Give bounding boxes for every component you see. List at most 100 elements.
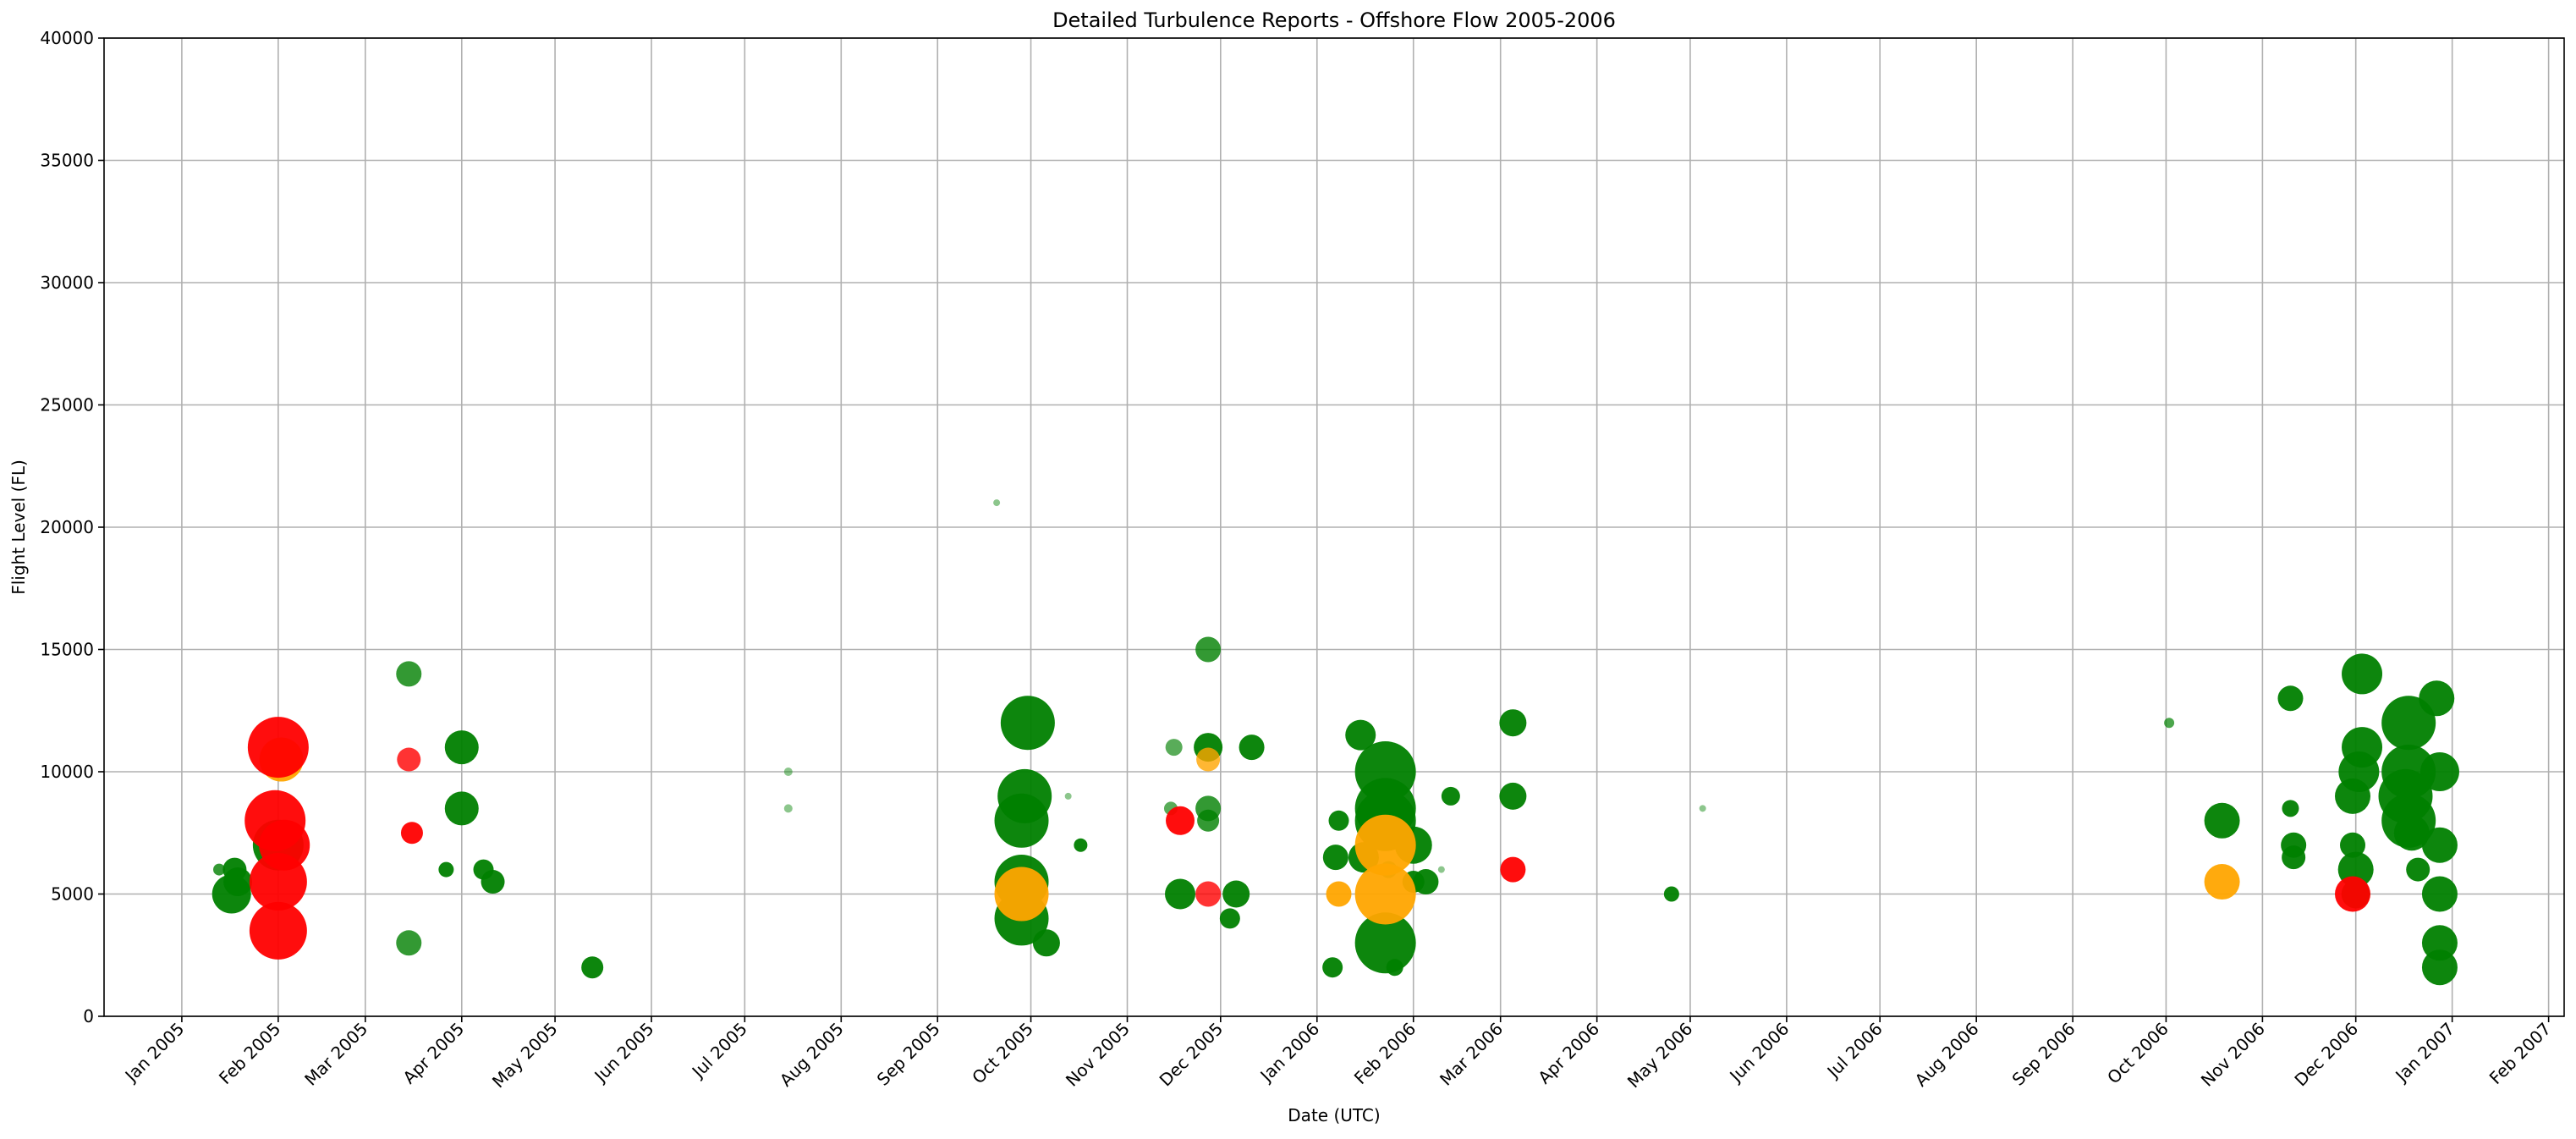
turbulence-report-point — [396, 930, 422, 956]
turbulence-report-point — [1074, 838, 1088, 852]
turbulence-report-point — [2342, 727, 2383, 768]
x-axis: Jan 2005 Feb 2005 Mar 2005 Apr 2005 May 2005… — [120, 1016, 2555, 1092]
x-tick-label: Oct 2006 — [2103, 1019, 2172, 1088]
turbulence-report-point — [1354, 863, 1416, 925]
turbulence-report-point — [397, 747, 421, 772]
turbulence-report-point — [1322, 957, 1343, 978]
x-tick-label: Dec 2005 — [1156, 1019, 1228, 1091]
turbulence-report-point — [1222, 880, 1250, 908]
y-axis-label: Flight Level (FL) — [8, 459, 29, 595]
turbulence-report-point — [2164, 718, 2175, 729]
turbulence-report-point — [247, 717, 309, 779]
turbulence-report-point — [2204, 864, 2240, 900]
y-tick-label: 15000 — [40, 640, 94, 660]
turbulence-report-point — [2381, 696, 2436, 751]
turbulence-report-point — [1499, 782, 1527, 810]
turbulence-report-point — [249, 853, 307, 911]
turbulence-report-point — [2335, 876, 2371, 912]
turbulence-report-point — [400, 822, 423, 845]
turbulence-report-point — [1499, 709, 1527, 737]
y-tick-label: 10000 — [40, 762, 94, 782]
turbulence-report-point — [1345, 719, 1376, 751]
turbulence-report-point — [396, 661, 422, 687]
x-tick-label: Apr 2006 — [1534, 1019, 1603, 1088]
x-tick-label: May 2005 — [488, 1019, 562, 1092]
x-tick-label: Jun 2006 — [1724, 1019, 1793, 1087]
y-tick-label: 0 — [83, 1006, 94, 1026]
x-tick-label: Mar 2006 — [1436, 1019, 1507, 1090]
turbulence-report-point — [1239, 735, 1265, 761]
turbulence-report-point — [1166, 806, 1195, 835]
x-tick-label: Nov 2005 — [1062, 1019, 1134, 1091]
turbulence-report-point — [2277, 685, 2304, 712]
turbulence-report-point — [1195, 636, 1222, 663]
turbulence-report-point — [1165, 739, 1183, 757]
turbulence-report-point — [249, 901, 307, 960]
turbulence-report-point — [2204, 802, 2240, 839]
x-tick-label: Jul 2006 — [1822, 1019, 1887, 1083]
x-tick-label: Jan 2007 — [2391, 1019, 2459, 1087]
x-tick-label: Aug 2006 — [1911, 1019, 1983, 1091]
x-tick-label: Mar 2005 — [300, 1019, 371, 1090]
turbulence-report-point — [2421, 827, 2458, 863]
turbulence-report-point — [2419, 752, 2459, 791]
turbulence-report-point — [1032, 929, 1060, 957]
turbulence-report-point — [783, 804, 793, 813]
turbulence-report-point — [581, 956, 604, 979]
turbulence-report-point — [1197, 809, 1220, 832]
turbulence-report-point — [1328, 810, 1349, 831]
turbulence-report-point — [1354, 912, 1416, 974]
turbulence-report-point — [1000, 696, 1055, 751]
y-tick-label: 20000 — [40, 517, 94, 537]
turbulence-report-point — [213, 863, 226, 876]
y-tick-label: 5000 — [51, 884, 94, 905]
x-tick-label: Jun 2005 — [590, 1019, 658, 1087]
turbulence-report-point — [1437, 866, 1445, 873]
x-axis-label: Date (UTC) — [1288, 1105, 1380, 1125]
turbulence-report-point — [1699, 805, 1706, 812]
turbulence-report-point — [1663, 886, 1679, 902]
turbulence-report-point — [444, 730, 479, 765]
turbulence-report-point — [1354, 814, 1416, 876]
x-tick-label: Jan 2005 — [120, 1019, 189, 1087]
turbulence-report-point — [438, 861, 454, 878]
turbulence-report-point — [1386, 959, 1403, 977]
turbulence-report-point — [2421, 949, 2458, 986]
turbulence-report-point — [994, 867, 1049, 922]
turbulence-report-point — [1165, 878, 1196, 910]
y-tick-label: 25000 — [40, 395, 94, 415]
chart-title: Detailed Turbulence Reports - Offshore F… — [1052, 8, 1616, 32]
x-tick-label: Jan 2006 — [1255, 1019, 1324, 1087]
turbulence-report-point — [1413, 869, 1439, 895]
y-tick-label: 30000 — [40, 272, 94, 293]
turbulence-report-point — [211, 874, 251, 914]
turbulence-report-point — [1500, 856, 1526, 883]
x-tick-label: Feb 2007 — [2485, 1019, 2555, 1088]
turbulence-report-point — [2282, 845, 2306, 870]
turbulence-report-point — [444, 791, 479, 826]
turbulence-report-point — [1064, 792, 1072, 800]
turbulence-report-point — [1326, 881, 1352, 907]
turbulence-report-point — [1441, 786, 1460, 806]
turbulence-report-point — [2406, 857, 2430, 882]
x-tick-label: Dec 2006 — [2290, 1019, 2362, 1091]
turbulence-report-point — [1219, 908, 1240, 929]
y-tick-label: 35000 — [40, 151, 94, 171]
turbulence-report-point — [2340, 832, 2366, 858]
x-tick-label: Sep 2006 — [2008, 1019, 2079, 1090]
turbulence-report-point — [994, 793, 1049, 848]
turbulence-report-point — [1322, 845, 1348, 871]
x-tick-label: Feb 2006 — [1350, 1019, 1420, 1088]
x-tick-label: Aug 2005 — [776, 1019, 848, 1091]
turbulence-report-point — [2393, 815, 2430, 851]
turbulence-report-point — [783, 768, 793, 776]
turbulence-report-point — [481, 870, 505, 894]
y-axis: 0 5000 10000 15000 20000 25000 30000 35000 40000 — [40, 28, 104, 1026]
turbulence-report-point — [1196, 747, 1221, 772]
x-tick-label: Nov 2006 — [2197, 1019, 2269, 1091]
x-tick-label: May 2006 — [1623, 1019, 1697, 1092]
x-tick-label: Oct 2005 — [968, 1019, 1037, 1088]
turbulence-report-point — [2342, 653, 2383, 695]
x-tick-label: Jul 2005 — [687, 1019, 751, 1083]
